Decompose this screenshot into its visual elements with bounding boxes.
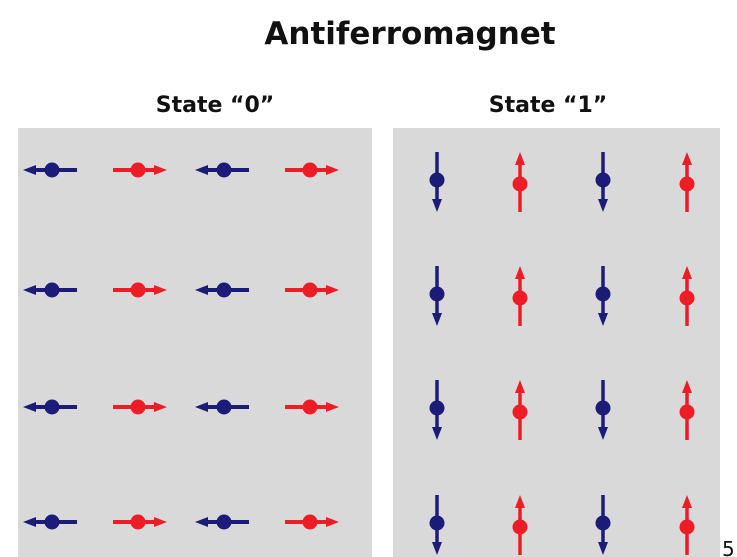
spin-arrow-part [596,401,611,416]
spin-arrow-part [131,163,146,178]
spin-arrow-part [131,400,146,415]
spin-arrow-part [680,405,695,420]
spin-arrow-part [303,515,318,530]
spin-arrow-part [45,400,60,415]
title: Antiferromagnet [264,16,555,52]
spin-arrow-part [680,177,695,192]
spin-arrow-part [45,515,60,530]
spin-arrow-part [217,283,232,298]
spin-arrow-part [303,163,318,178]
page-number: 5 [722,537,735,557]
spin-arrow-part [217,400,232,415]
slide-canvas: Antiferromagnet State “0” State “1” 5 [0,0,737,557]
spin-arrow-part [217,163,232,178]
spin-arrow-part [596,516,611,531]
spin-arrow-part [513,177,528,192]
panel-label: State “1” [489,93,608,118]
spin-arrow-part [680,291,695,306]
spin-arrow-part [217,515,232,530]
spin-arrow-part [513,405,528,420]
slide: {"title": "Antiferromagnet", "panels": [… [0,0,737,557]
spin-arrow-part [45,283,60,298]
state-0-panel [18,128,372,557]
spin-arrow-part [430,173,445,188]
spin-arrow-part [596,287,611,302]
spin-arrow-part [303,400,318,415]
spin-arrow-part [430,287,445,302]
spin-arrow-part [131,515,146,530]
spin-arrow-part [303,283,318,298]
panel-label: State “0” [156,93,275,118]
spin-arrow-part [513,520,528,535]
spin-arrow-part [131,283,146,298]
state-1-panel [393,128,720,557]
spin-arrow-part [680,520,695,535]
spin-arrow-part [513,291,528,306]
spin-arrow-part [430,401,445,416]
spin-arrow-part [430,516,445,531]
spin-arrow-part [596,173,611,188]
spin-arrow-part [45,163,60,178]
